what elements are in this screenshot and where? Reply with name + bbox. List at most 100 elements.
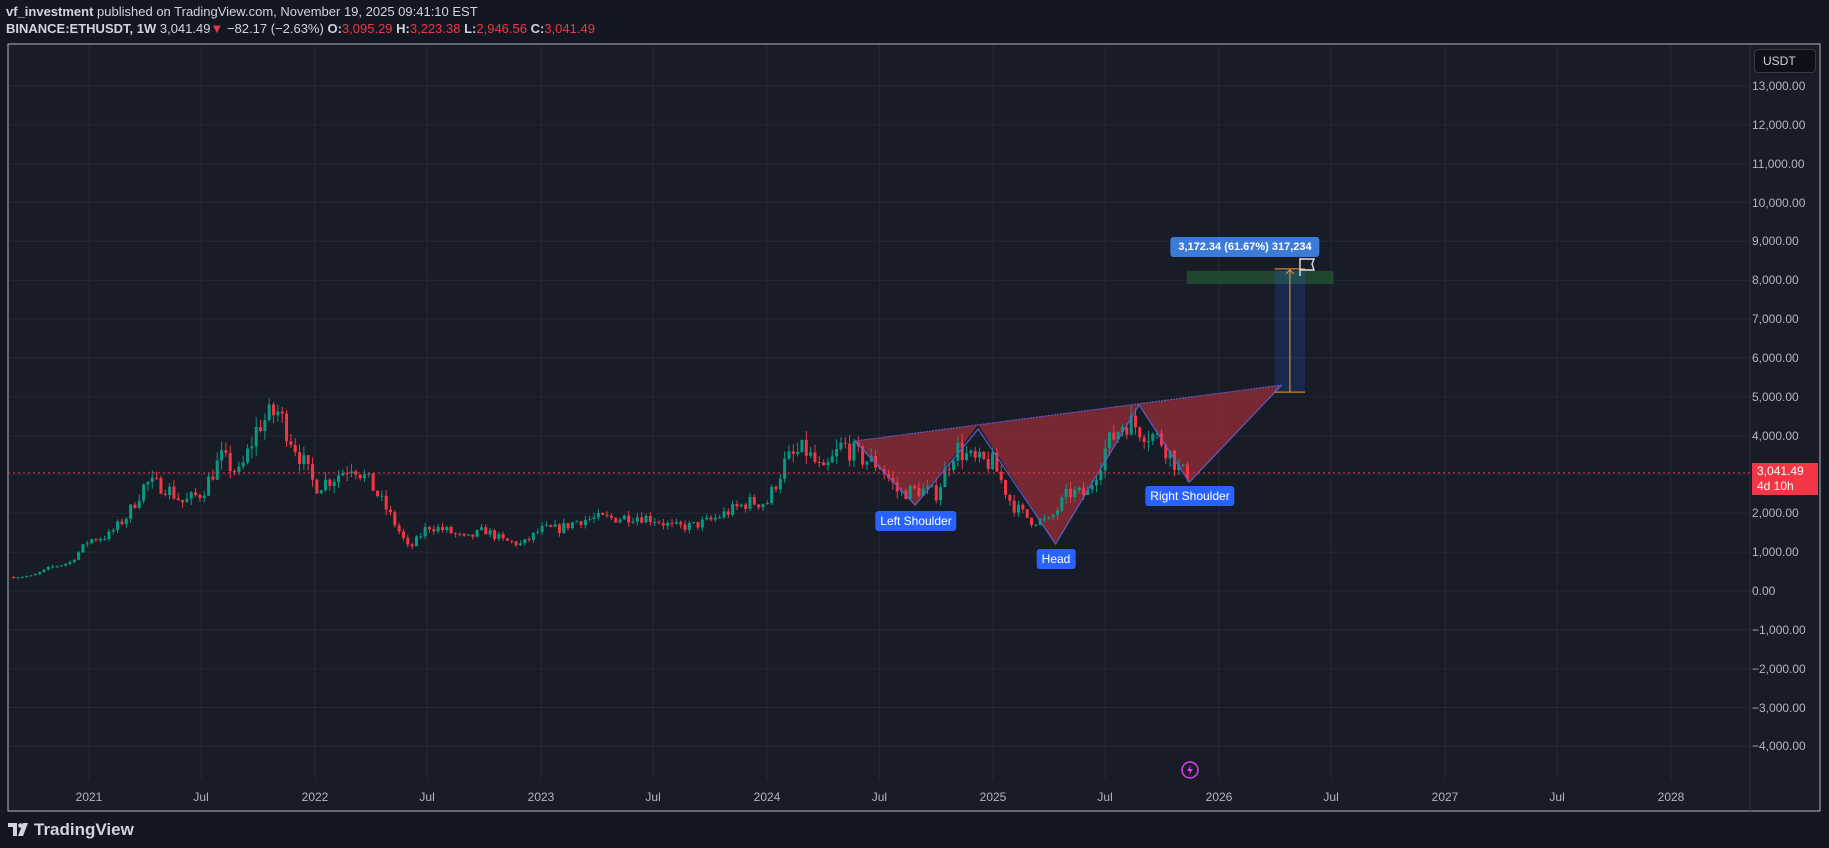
candle-body <box>666 522 670 526</box>
candle-body <box>947 468 951 471</box>
symbol-legend: BINANCE:ETHUSDT, 1W 3,041.49▼ −82.17 (−2… <box>6 21 595 36</box>
author-name[interactable]: vf_investment <box>6 4 94 19</box>
tradingview-logo-icon <box>8 823 28 836</box>
candle-body <box>146 482 150 485</box>
price-tick-label: 0.00 <box>1752 584 1776 598</box>
candle-body <box>505 538 509 541</box>
candle-body <box>276 411 280 416</box>
candle-body <box>510 540 514 542</box>
candle-body <box>986 458 990 469</box>
candle-body <box>757 504 761 508</box>
candle-body <box>631 521 635 523</box>
candle-body <box>891 478 895 483</box>
candle-body <box>1081 487 1085 496</box>
time-tick-label: 2022 <box>301 790 329 804</box>
candle-body <box>1168 450 1172 459</box>
lightning-icon[interactable] <box>1181 761 1199 779</box>
price-tick-label: 11,000.00 <box>1752 156 1805 171</box>
candle-body <box>194 492 198 495</box>
candle-body <box>1090 485 1094 490</box>
candle-body <box>289 441 293 445</box>
open-label: O: <box>327 21 342 36</box>
candle-body <box>272 404 276 416</box>
candle-body <box>835 449 839 457</box>
candle-body <box>1077 487 1081 491</box>
price-tick-label: 7,000.00 <box>1752 312 1799 327</box>
neckline <box>854 384 1282 442</box>
candle-body <box>852 442 856 461</box>
candles <box>12 398 1189 579</box>
candle-body <box>124 518 128 525</box>
candle-body <box>1073 490 1077 498</box>
measure-label[interactable]: 3,172.34 (61.67%) 317,234 <box>1170 237 1320 257</box>
candle-body <box>176 498 180 501</box>
candle-body <box>1107 432 1111 449</box>
candle-body <box>77 552 81 560</box>
time-tick-label: 2021 <box>75 790 103 804</box>
candle-body <box>1116 432 1120 440</box>
measure-arrow-head <box>1285 269 1295 275</box>
candle-body <box>956 442 960 461</box>
right-shoulder-label[interactable]: Right Shoulder <box>1145 486 1235 506</box>
candle-body <box>375 490 379 497</box>
candle-body <box>1068 488 1072 498</box>
candle-body <box>770 486 774 504</box>
candle-body <box>16 577 20 579</box>
candle-body <box>895 482 899 492</box>
candle-body <box>843 442 847 444</box>
candle-body <box>172 486 176 499</box>
candle-body <box>449 527 453 534</box>
candle-body <box>627 515 631 523</box>
candle-body <box>427 527 431 530</box>
candle-body <box>354 471 358 475</box>
candle-body <box>1008 494 1012 501</box>
candle-body <box>211 476 215 480</box>
candle-body <box>705 517 709 520</box>
candle-body <box>518 543 522 546</box>
head-label[interactable]: Head <box>1036 549 1076 569</box>
candle-body <box>1021 504 1025 510</box>
candle-body <box>133 504 137 508</box>
current-price-value: 3,041.49 <box>1757 463 1804 478</box>
candle-body <box>51 566 55 568</box>
candle-body <box>263 419 267 432</box>
candle-body <box>661 523 665 526</box>
time-tick-label: 2023 <box>527 790 555 804</box>
candle-body <box>432 529 436 532</box>
candle-body <box>90 539 94 544</box>
candle-body <box>488 530 492 535</box>
candle-body <box>42 569 46 573</box>
candle-body <box>202 495 206 498</box>
time-tick-label: Jul <box>1323 790 1339 804</box>
currency-button[interactable]: USDT <box>1754 49 1816 73</box>
candle-body <box>557 524 561 533</box>
candle-body <box>991 452 995 469</box>
footer-brand[interactable]: TradingView <box>8 820 134 840</box>
symbol-name[interactable]: BINANCE:ETHUSDT, 1W <box>6 21 157 36</box>
candle-body <box>1103 448 1107 471</box>
candle-body <box>969 450 973 454</box>
candle-body <box>315 479 319 494</box>
candle-body <box>155 477 159 479</box>
price-tick-label: −1,000.00 <box>1752 622 1806 637</box>
candle-body <box>917 487 921 496</box>
candle-body <box>12 577 16 579</box>
candle-body <box>224 450 228 453</box>
time-tick-label: Jul <box>871 790 888 804</box>
candle-body <box>280 411 284 414</box>
candle-body <box>116 521 120 531</box>
high-value: 3,223.38 <box>409 21 461 36</box>
pattern-fill <box>854 424 979 506</box>
candle-body <box>137 500 141 508</box>
price-change: −82.17 (−2.63%) <box>226 21 324 36</box>
candle-body <box>1185 464 1189 480</box>
candle-body <box>466 534 470 536</box>
candle-body <box>380 495 384 497</box>
candle-body <box>778 478 782 490</box>
candle-body <box>566 523 570 529</box>
left-shoulder-label[interactable]: Left Shoulder <box>875 511 957 531</box>
candle-body <box>549 525 553 527</box>
candle-body <box>103 538 107 540</box>
candle-body <box>718 517 722 519</box>
